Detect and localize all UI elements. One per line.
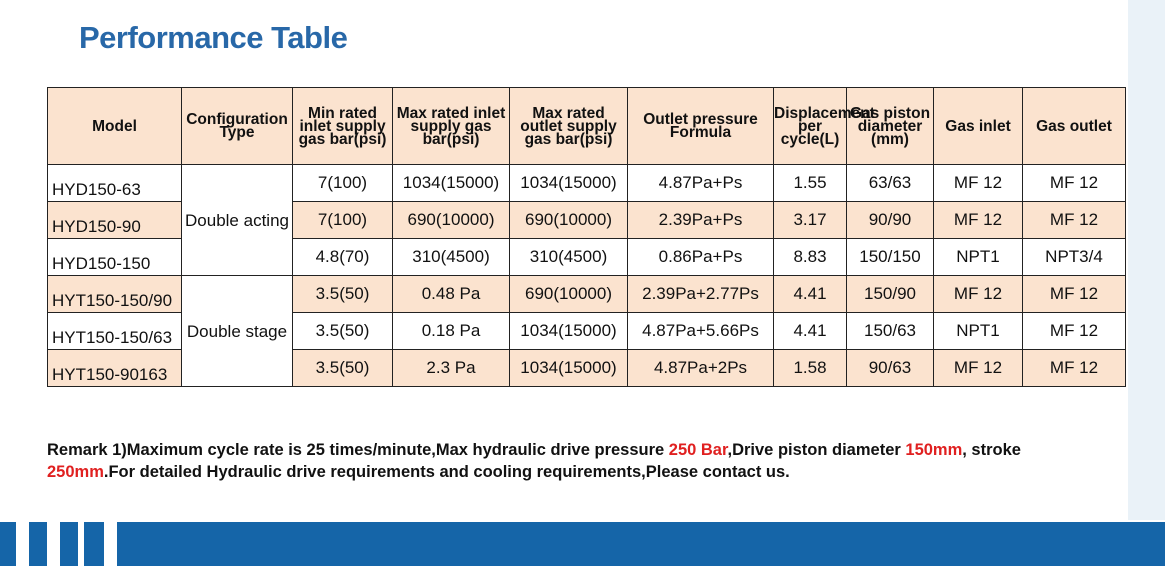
gas-outlet-cell: NPT3/4: [1022, 238, 1126, 276]
table-row: HYD150-90 7(100) 690(10000) 690(10000) 2…: [47, 201, 1126, 239]
displacement-cell: 1.58: [773, 349, 847, 387]
hydraulic-pressure-value: 250 Bar: [668, 441, 728, 459]
max-inlet-cell: 1034(15000): [392, 164, 510, 202]
gas-outlet-cell: MF 12: [1022, 312, 1126, 350]
page-title: Performance Table: [79, 20, 348, 55]
gas-inlet-cell: MF 12: [933, 275, 1023, 313]
displacement-cell: 8.83: [773, 238, 847, 276]
formula-cell: 2.39Pa+Ps: [627, 201, 774, 239]
formula-cell: 0.86Pa+Ps: [627, 238, 774, 276]
remark-text: .For detailed Hydraulic drive requiremen…: [103, 463, 790, 481]
min-inlet-cell: 7(100): [292, 201, 393, 239]
displacement-cell: 4.41: [773, 275, 847, 313]
footer-bar: [0, 522, 1165, 566]
header-model: Model: [47, 87, 182, 165]
footer-gap: [16, 522, 29, 566]
table-header-row: Model Configuration Type Min rated inlet…: [47, 87, 1126, 165]
remark-text: , stroke: [962, 441, 1021, 459]
min-inlet-cell: 3.5(50): [292, 312, 393, 350]
formula-cell: 4.87Pa+Ps: [627, 164, 774, 202]
displacement-cell: 1.55: [773, 164, 847, 202]
max-inlet-cell: 0.48 Pa: [392, 275, 510, 313]
max-outlet-cell: 310(4500): [509, 238, 628, 276]
model-cell: HYT150-150/63: [47, 312, 182, 350]
max-outlet-cell: 690(10000): [509, 275, 628, 313]
remark-text: Remark 1)Maximum cycle rate is 25 times/…: [47, 441, 669, 459]
right-edge-band: [1128, 0, 1165, 520]
gas-outlet-cell: MF 12: [1022, 201, 1126, 239]
gas-inlet-cell: MF 12: [933, 164, 1023, 202]
table-row: HYT150-150/90 Double stage 3.5(50) 0.48 …: [47, 275, 1126, 387]
model-cell: HYD150-150: [47, 238, 182, 276]
remark-text: ,Drive piston diameter: [727, 441, 906, 459]
min-inlet-cell: 4.8(70): [292, 238, 393, 276]
header-formula: Outlet pressure Formula: [627, 87, 774, 165]
gas-inlet-cell: NPT1: [933, 238, 1023, 276]
gas-outlet-cell: MF 12: [1022, 164, 1126, 202]
piston-cell: 150/63: [846, 312, 934, 350]
header-min-inlet: Min rated inlet supply gas bar(psi): [292, 87, 393, 165]
model-cell: HYT150-90163: [47, 349, 182, 387]
max-outlet-cell: 690(10000): [509, 201, 628, 239]
piston-diameter-value: 150mm: [905, 441, 963, 459]
footer-gap: [78, 522, 84, 566]
remark-note: Remark 1)Maximum cycle rate is 25 times/…: [47, 439, 1107, 483]
displacement-cell: 3.17: [773, 201, 847, 239]
stroke-value: 250mm: [47, 463, 104, 481]
max-inlet-cell: 690(10000): [392, 201, 510, 239]
max-inlet-cell: 310(4500): [392, 238, 510, 276]
model-cell: HYD150-90: [47, 201, 182, 239]
header-displacement: Displacement per cycle(L): [773, 87, 875, 165]
model-cell: HYT150-150/90: [47, 275, 182, 313]
header-max-outlet: Max rated outlet supply gas bar(psi): [509, 87, 628, 165]
max-inlet-cell: 2.3 Pa: [392, 349, 510, 387]
table-row: HYD150-63 Double acting 7(100) 1034(1500…: [47, 164, 1126, 276]
header-piston-diameter: Gas piston diameter (mm): [846, 87, 934, 165]
max-outlet-cell: 1034(15000): [509, 349, 628, 387]
configuration-cell: Double stage: [181, 275, 293, 387]
gas-inlet-cell: MF 12: [933, 201, 1023, 239]
piston-cell: 150/90: [846, 275, 934, 313]
gas-inlet-cell: NPT1: [933, 312, 1023, 350]
performance-table: Model Configuration Type Min rated inlet…: [47, 87, 1126, 387]
formula-cell: 4.87Pa+2Ps: [627, 349, 774, 387]
gas-outlet-cell: MF 12: [1022, 349, 1126, 387]
min-inlet-cell: 7(100): [292, 164, 393, 202]
formula-cell: 2.39Pa+2.77Ps: [627, 275, 774, 313]
max-outlet-cell: 1034(15000): [509, 312, 628, 350]
min-inlet-cell: 3.5(50): [292, 275, 393, 313]
header-configuration: Configuration Type: [181, 87, 293, 165]
piston-cell: 150/150: [846, 238, 934, 276]
header-gas-inlet: Gas inlet: [933, 87, 1023, 165]
piston-cell: 63/63: [846, 164, 934, 202]
table-row: HYD150-150 4.8(70) 310(4500) 310(4500) 0…: [47, 238, 1126, 276]
header-gas-outlet: Gas outlet: [1022, 87, 1126, 165]
piston-cell: 90/63: [846, 349, 934, 387]
configuration-cell: Double acting: [181, 164, 293, 276]
max-inlet-cell: 0.18 Pa: [392, 312, 510, 350]
gas-outlet-cell: MF 12: [1022, 275, 1126, 313]
formula-cell: 4.87Pa+5.66Ps: [627, 312, 774, 350]
displacement-cell: 4.41: [773, 312, 847, 350]
table-row: HYT150-90163 3.5(50) 2.3 Pa 1034(15000) …: [47, 349, 1126, 387]
piston-cell: 90/90: [846, 201, 934, 239]
gas-inlet-cell: MF 12: [933, 349, 1023, 387]
header-max-inlet: Max rated inlet supply gas bar(psi): [392, 87, 510, 165]
footer-gap: [104, 522, 117, 566]
min-inlet-cell: 3.5(50): [292, 349, 393, 387]
footer-gap: [47, 522, 60, 566]
max-outlet-cell: 1034(15000): [509, 164, 628, 202]
model-cell: HYD150-63: [47, 164, 182, 202]
